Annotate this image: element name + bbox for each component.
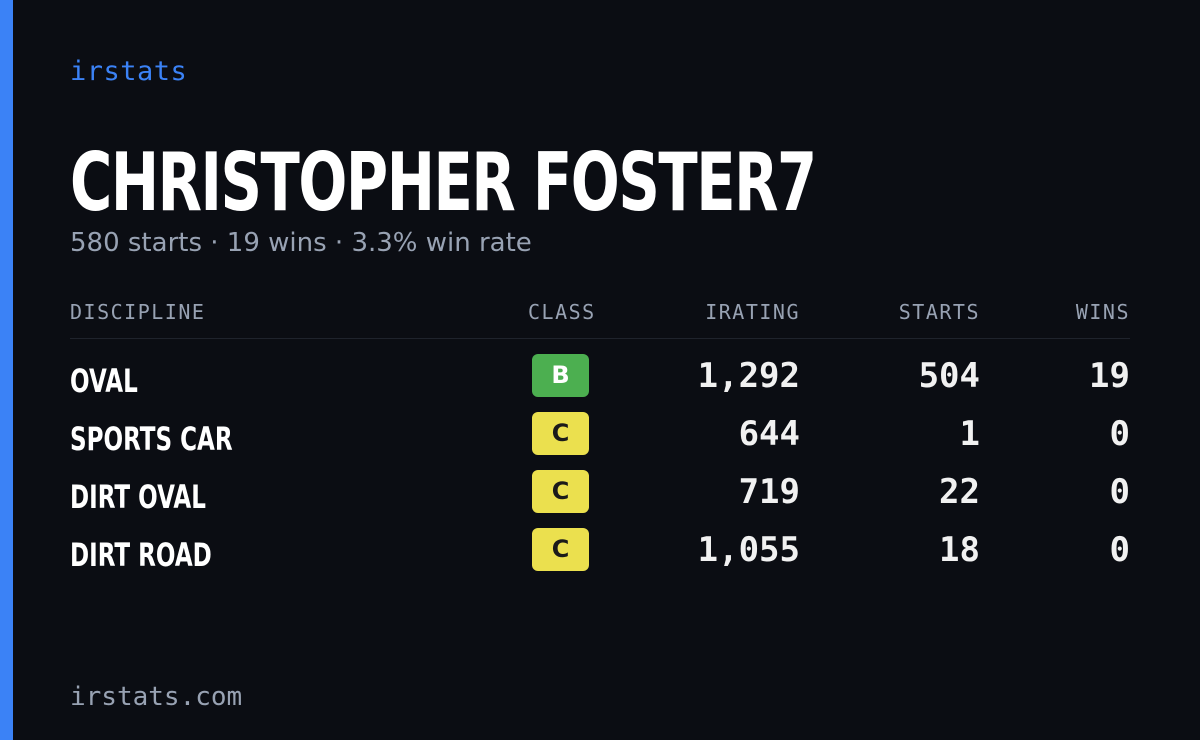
header-class: CLASS <box>528 300 596 324</box>
irating-value: 719 <box>738 472 800 512</box>
class-badge: C <box>532 470 589 513</box>
wins-value: 19 <box>1089 356 1130 396</box>
irating-value: 644 <box>738 414 800 454</box>
table-row-sports-car: SPORTS CAR C 644 1 0 <box>70 412 1130 470</box>
footer-domain: irstats.com <box>70 682 243 712</box>
header-wins: WINS <box>1075 300 1130 324</box>
header-discipline: DISCIPLINE <box>70 300 206 324</box>
discipline-name: OVAL <box>70 362 138 400</box>
discipline-name: DIRT OVAL <box>70 478 206 516</box>
table-row-dirt-oval: DIRT OVAL C 719 22 0 <box>70 470 1130 528</box>
table-row-oval: OVAL B 1,292 504 19 <box>70 354 1130 412</box>
irating-value: 1,055 <box>697 530 800 570</box>
accent-bar <box>0 0 13 740</box>
class-badge: C <box>532 528 589 571</box>
player-summary: 580 starts · 19 wins · 3.3% win rate <box>70 228 532 258</box>
starts-value: 504 <box>918 356 980 396</box>
discipline-name: DIRT ROAD <box>70 536 212 574</box>
class-badge: C <box>532 412 589 455</box>
class-badge: B <box>532 354 589 397</box>
header-starts: STARTS <box>898 300 980 324</box>
starts-value: 18 <box>939 530 980 570</box>
wins-value: 0 <box>1109 414 1130 454</box>
irating-value: 1,292 <box>697 356 800 396</box>
table-header: DISCIPLINE CLASS IRATING STARTS WINS <box>70 300 1130 339</box>
table-row-dirt-road: DIRT ROAD C 1,055 18 0 <box>70 528 1130 586</box>
brand-logo-text: irstats <box>70 56 188 87</box>
wins-value: 0 <box>1109 472 1130 512</box>
wins-value: 0 <box>1109 530 1130 570</box>
starts-value: 22 <box>939 472 980 512</box>
starts-value: 1 <box>959 414 980 454</box>
header-irating: IRATING <box>705 300 800 324</box>
player-name: CHRISTOPHER FOSTER7 <box>70 136 817 229</box>
discipline-name: SPORTS CAR <box>70 420 233 458</box>
